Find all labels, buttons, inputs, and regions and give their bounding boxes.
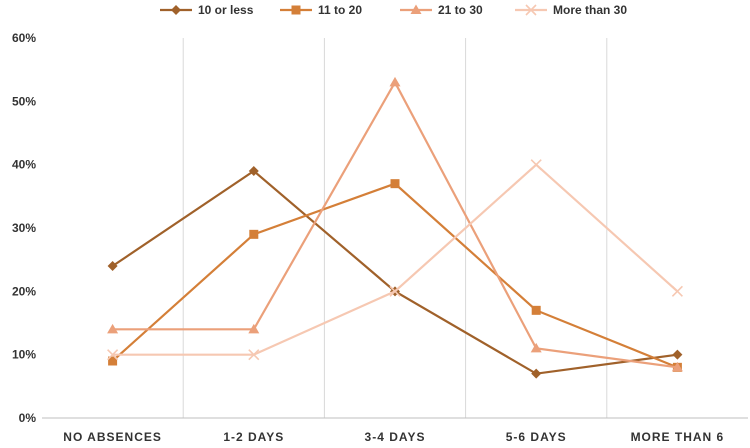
y-tick-label: 10% xyxy=(12,348,36,362)
data-point xyxy=(530,342,542,353)
legend-item: More than 30 xyxy=(515,3,627,17)
data-point xyxy=(108,356,118,366)
legend-marker xyxy=(291,5,301,15)
data-point xyxy=(389,285,401,297)
data-point xyxy=(530,159,542,171)
x-tick-label: 1-2 DAYS xyxy=(223,430,284,444)
series-line xyxy=(112,163,679,356)
data-point xyxy=(671,285,683,297)
data-point xyxy=(107,261,118,271)
legend-label: 21 to 30 xyxy=(438,3,483,17)
data-point xyxy=(248,323,260,334)
legend-marker xyxy=(410,4,422,14)
data-point xyxy=(531,305,541,315)
data-point xyxy=(531,368,542,379)
legend-label: 10 or less xyxy=(198,3,254,17)
data-point xyxy=(107,349,119,361)
y-tick-label: 20% xyxy=(12,284,36,298)
grid xyxy=(182,38,608,418)
legend-item: 11 to 20 xyxy=(280,3,362,17)
x-tick-label: MORE THAN 6 xyxy=(631,430,725,444)
x-tick-label: NO ABSENCES xyxy=(63,430,162,444)
data-point xyxy=(389,76,401,87)
data-point xyxy=(248,349,260,361)
legend-item: 10 or less xyxy=(160,3,254,17)
series-1 xyxy=(108,179,682,372)
data-point xyxy=(390,179,400,189)
legend-marker xyxy=(171,5,181,15)
data-point xyxy=(248,166,259,176)
series-3 xyxy=(107,159,683,361)
legend-item: 21 to 30 xyxy=(400,3,483,17)
y-tick-label: 40% xyxy=(12,158,36,172)
x-tick-label: 3-4 DAYS xyxy=(365,430,426,444)
series-line xyxy=(111,169,678,375)
series-2 xyxy=(107,76,683,372)
y-tick-label: 0% xyxy=(19,411,37,425)
legend: 10 or less 11 to 20 21 to 30 More than 30 xyxy=(160,3,627,17)
axes: 0% 10% 20% 30% 40% 50% 60% NO ABSENCES 1-2 DAYS 3… xyxy=(12,31,748,444)
series-line xyxy=(111,182,678,369)
y-tick-label: 30% xyxy=(12,221,36,235)
series-line xyxy=(112,80,678,369)
data-point xyxy=(672,349,683,360)
legend-label: 11 to 20 xyxy=(318,3,362,17)
data-point xyxy=(249,229,259,239)
series-0 xyxy=(107,166,683,379)
legend-marker xyxy=(525,4,537,16)
x-tick-label: 5-6 DAYS xyxy=(506,430,567,444)
y-tick-label: 60% xyxy=(12,31,36,45)
series-lines xyxy=(107,76,683,379)
legend-label: More than 30 xyxy=(553,3,627,17)
y-tick-label: 50% xyxy=(12,94,36,108)
data-point xyxy=(107,323,119,334)
data-point xyxy=(671,361,683,372)
